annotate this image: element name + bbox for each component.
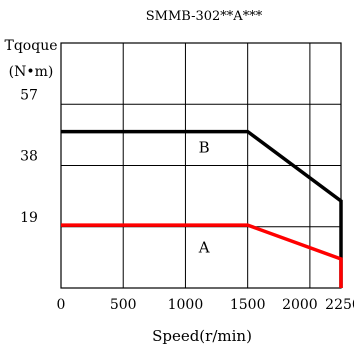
x-tick-label-0: 0 [57,297,66,313]
x-tick-label-2000: 2000 [282,297,318,313]
y-tick-label-38: 38 [20,149,38,165]
x-tick-label-1000: 1000 [168,297,204,313]
tick-labels: 0 500 1000 1500 2000 2250 19 38 57 [20,87,354,313]
series-lines [60,129,343,289]
x-tick-label-1500: 1500 [230,297,266,313]
x-axis-label: Speed(r/min) [152,327,252,345]
x-tick-label-2250: 2250 [325,297,354,313]
y-axis-label-line-2: (N•m) [9,64,54,80]
y-tick-label-19: 19 [20,210,38,226]
x-tick-label-500: 500 [110,297,137,313]
y-tick-label-57: 57 [20,87,38,103]
region-label-A: A [198,239,210,257]
region-labels: BA [198,139,210,257]
series-line-A [61,223,343,288]
plot-frame [60,42,342,289]
region-label-B: B [199,139,210,157]
chart-title: SMMB-302**A*** [146,9,263,24]
axes [60,42,342,289]
y-axis-label-line-1: Tqoque [5,38,58,54]
series-line-B [61,129,343,288]
